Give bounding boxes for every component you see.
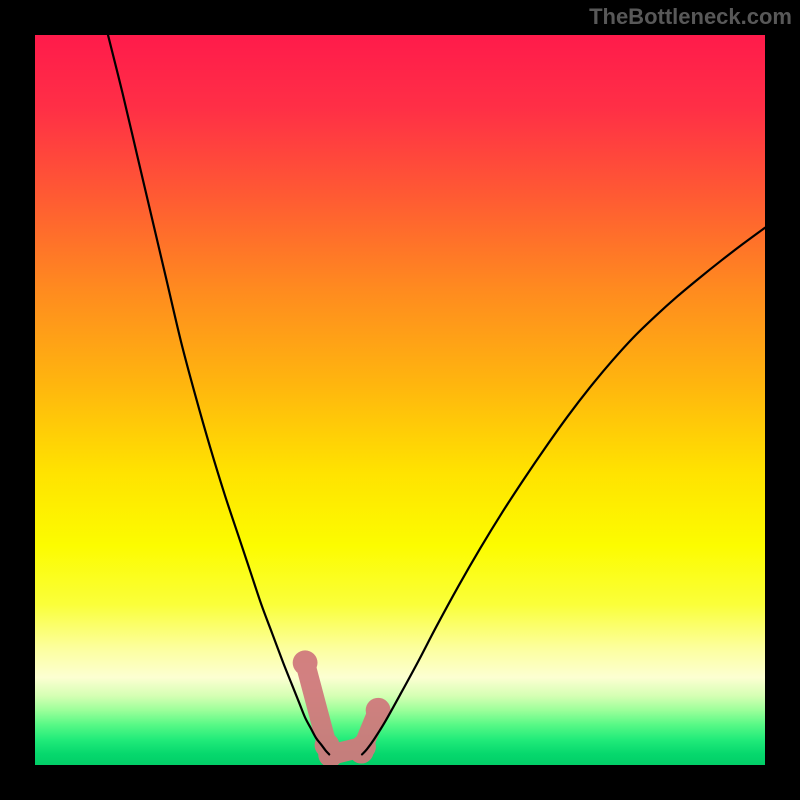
chart-container: TheBottleneck.com [0,0,800,800]
watermark-text: TheBottleneck.com [589,4,792,30]
plot-background [35,35,765,765]
chart-svg [0,0,800,800]
